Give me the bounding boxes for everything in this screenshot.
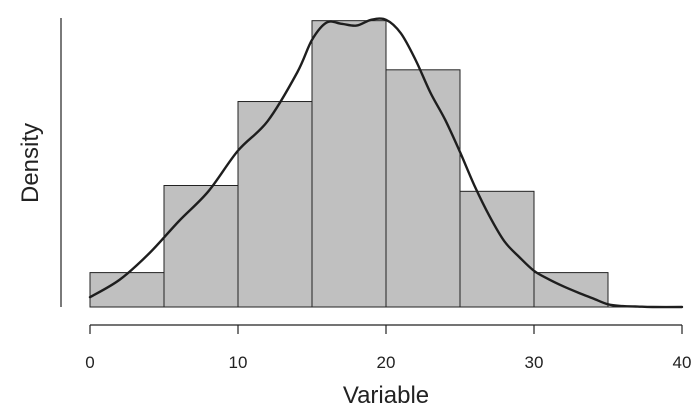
bars-layer bbox=[89, 20, 609, 308]
histogram-bar bbox=[385, 69, 461, 308]
histogram-bar bbox=[163, 185, 239, 308]
x-tick-label: 40 bbox=[673, 353, 692, 372]
x-axis-ticks: 0 10 20 30 40 bbox=[85, 325, 691, 372]
x-tick-label: 10 bbox=[229, 353, 248, 372]
histogram-bar bbox=[459, 190, 535, 308]
x-tick-label: 30 bbox=[525, 353, 544, 372]
histogram-bar bbox=[237, 101, 313, 308]
x-tick-label: 20 bbox=[377, 353, 396, 372]
histogram-bar bbox=[311, 20, 387, 308]
x-tick-label: 0 bbox=[85, 353, 94, 372]
y-axis-title: Density bbox=[17, 123, 44, 203]
density-curve bbox=[88, 17, 684, 309]
x-axis-title: Variable bbox=[343, 382, 429, 409]
